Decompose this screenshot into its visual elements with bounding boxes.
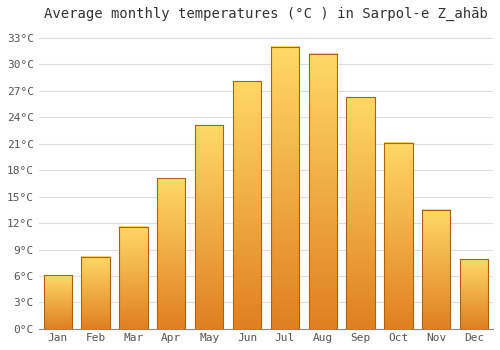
Title: Average monthly temperatures (°C ) in Sarpol-e Z̲ahāb: Average monthly temperatures (°C ) in Sa… <box>44 7 488 21</box>
